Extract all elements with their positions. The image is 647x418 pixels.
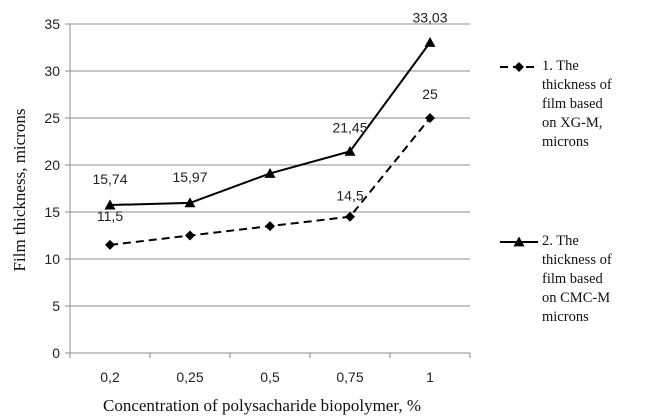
legend-label: 2. The thickness of film based on CMC-M micr… (542, 232, 612, 327)
x-tick-label: 1 (426, 369, 434, 385)
legend-swatch (500, 62, 538, 72)
legend-label-line: on CMC-M (542, 290, 611, 306)
legend-label-line: microns (542, 309, 589, 325)
y-tick-label: 35 (44, 16, 60, 32)
gridlines (70, 23, 470, 307)
data-point-triangle (344, 145, 356, 156)
data-label: 14,5 (336, 188, 363, 204)
data-point-triangle (104, 199, 116, 210)
legend-label-line: film based (542, 96, 603, 112)
data-label: 25 (422, 86, 438, 102)
data-label: 15,74 (92, 171, 127, 187)
x-tick-labels: 0,2 0,25 0,5 0,75 1 (100, 369, 434, 385)
data-point-triangle (264, 167, 276, 178)
x-tick-label: 0,5 (260, 369, 280, 385)
legend-label-line: thickness of (542, 77, 612, 93)
legend-label-line: 2. The (542, 233, 579, 249)
y-tick-label: 5 (52, 298, 60, 314)
y-tick-label: 25 (44, 110, 60, 126)
legend-label-line: on XG-M, (542, 115, 603, 131)
data-label: 15,97 (172, 169, 207, 185)
x-tick-label: 0,2 (100, 369, 120, 385)
x-axis-title: Concentration of polysacharide biopolyme… (103, 396, 421, 415)
data-point-diamond (514, 62, 524, 72)
y-tick-labels: 0 5 10 15 20 25 30 35 (44, 16, 60, 361)
legend-swatch (500, 236, 538, 247)
data-point-diamond (425, 113, 435, 123)
data-label: 33,03 (412, 10, 447, 26)
legend-label-line: microns (542, 134, 589, 150)
data-point-triangle (184, 197, 196, 208)
data-label: 21,45 (332, 119, 367, 135)
x-tick-label: 0,75 (336, 369, 363, 385)
data-point-diamond (265, 221, 275, 232)
x-tick-label: 0,25 (176, 369, 203, 385)
y-tick-label: 15 (44, 204, 60, 220)
data-point-triangle (513, 236, 525, 247)
data-label: 11,5 (97, 208, 123, 224)
y-tick-label: 0 (52, 345, 60, 361)
series-line-2 (109, 41, 431, 207)
data-point-diamond (185, 230, 195, 241)
data-point-diamond (345, 211, 355, 222)
y-tick-label: 30 (44, 63, 60, 79)
series-lines (104, 37, 436, 250)
legend-label-line: film based (542, 271, 603, 287)
legend-label-line: thickness of (542, 252, 612, 268)
data-point-diamond (105, 239, 115, 250)
y-tick-label: 10 (44, 251, 60, 267)
data-point-triangle (424, 37, 436, 47)
axes (65, 23, 471, 358)
y-tick-label: 20 (44, 157, 60, 173)
y-axis-title: Film thickness, microns (10, 109, 29, 272)
data-labels: 11,5 14,5 25 15,74 15,97 21,45 33,03 (92, 10, 447, 224)
legend-label: 1. The thickness of film based on XG-M, micr… (542, 57, 612, 152)
legend-label-line: 1. The (542, 58, 579, 74)
